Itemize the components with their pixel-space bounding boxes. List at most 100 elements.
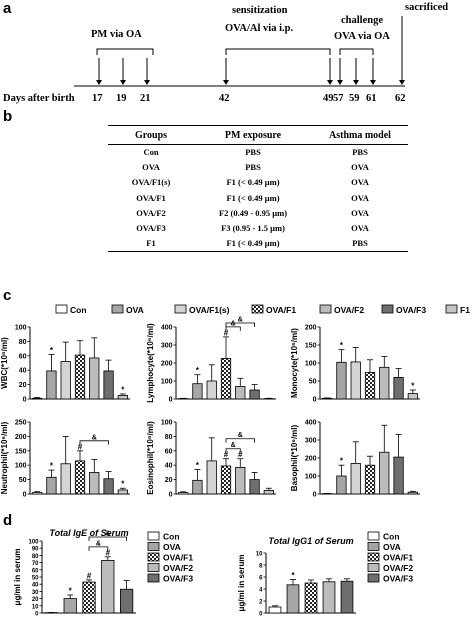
legend-label: Con (383, 532, 400, 542)
y-tick-label: 0 (169, 397, 173, 404)
bar (206, 380, 217, 400)
bar (117, 489, 128, 495)
day-label: 57 (333, 93, 344, 104)
chart-7: 0 2 4 6 8 10 μg/ml in serum Total IgG1 of Serum… (237, 536, 356, 618)
bar (32, 397, 43, 400)
bar (249, 389, 260, 400)
legend-swatch (381, 304, 394, 314)
bar (74, 354, 86, 400)
bar (235, 466, 246, 495)
bracket-marker: & (238, 317, 243, 324)
y-tick-label: 20 (165, 477, 173, 484)
bar (82, 581, 96, 614)
y-axis-label: Eosinophil(*10⁶/ml) (146, 421, 155, 495)
day-label: 59 (349, 93, 360, 104)
y-tick-label: 100 (161, 379, 173, 386)
timeline-axis-label: Days after birth (3, 93, 75, 104)
bar (235, 385, 246, 400)
bar (249, 479, 260, 495)
panel-letter-d: d (3, 512, 13, 529)
y-tick-label: 10 (256, 552, 263, 558)
panel-letter-c: c (3, 287, 12, 304)
bar (89, 357, 100, 400)
y-tick-label: 300 (305, 438, 317, 445)
comparison-bracket (88, 536, 127, 541)
y-tick-label: 10 (32, 604, 39, 610)
y-tick-label: 300 (161, 343, 173, 350)
table-row: Con PBS PBS (108, 145, 408, 161)
legend-label: OVA/F1 (383, 553, 413, 563)
bar (220, 465, 232, 495)
groups-table: Groups PM exposure Asthma model Con PBS PB… (108, 125, 408, 253)
table-cell: PBS (312, 236, 408, 253)
y-tick-label: 40 (19, 368, 27, 375)
day-label: 21 (140, 93, 151, 104)
panel-letter-b: b (3, 108, 13, 125)
legend-label: OVA/F3 (396, 305, 426, 315)
legend-swatch (147, 542, 160, 551)
y-tick-label: 80 (19, 339, 27, 346)
table-cell: F1 (108, 236, 194, 253)
y-tick-label: 100 (305, 361, 317, 368)
bar (220, 358, 232, 400)
chart-5: 0 100 200 300 400 Basophil(*10⁶/ml) * (290, 420, 420, 499)
table-header: Asthma model (312, 125, 408, 145)
bar (103, 478, 114, 495)
significance-marker: * (121, 385, 125, 394)
legend-label: Con (70, 305, 87, 315)
bracket-marker: & (96, 540, 101, 547)
table-row: OVA/F1(s) F1 (< 0.49 μm) OVA (108, 175, 408, 190)
table-row: OVA/F1 F1 (< 0.49 μm) OVA (108, 191, 408, 206)
bar (74, 460, 86, 495)
y-tick-label: 400 (161, 325, 173, 332)
bar (192, 479, 203, 495)
legend-label: OVA/F3 (383, 574, 413, 584)
legend-label: Con (163, 532, 180, 542)
table-cell: OVA (351, 223, 369, 234)
chart-0: 0 20 40 60 80 100 WBC(*10⁶/ml) * * (0, 325, 130, 404)
y-axis-label: Neutrophil(*10⁶/ml) (0, 421, 9, 494)
legend-label: OVA (383, 542, 401, 552)
chart-title: Total IgG1 of Serum (268, 536, 353, 546)
bar (119, 588, 134, 614)
day-label: 19 (116, 93, 127, 104)
table-row: OVA PBS OVA (108, 160, 408, 175)
table-cell: OVA (351, 177, 369, 188)
bar (393, 376, 404, 400)
legend-label: OVA/F2 (334, 305, 364, 315)
significance-marker: * (50, 346, 54, 355)
y-tick-label: 20 (32, 597, 39, 603)
bar (103, 370, 114, 400)
significance-marker: # (238, 450, 243, 459)
bracket-marker: & (105, 531, 110, 538)
comparison-bracket (225, 448, 241, 453)
timeline-challenge-label: challenge (341, 15, 383, 26)
legend-swatch (147, 531, 160, 541)
y-tick-label: 0 (313, 492, 317, 499)
timeline-diagram (74, 16, 405, 87)
y-tick-label: 4 (259, 588, 263, 594)
bar (379, 451, 390, 495)
table-cell: F2 (0.49 - 0.95 μm) (218, 207, 288, 218)
comparison-bracket (225, 438, 255, 443)
significance-marker: * (340, 341, 344, 350)
timeline-sensitization-route: OVA/Al via i.p. (225, 23, 294, 34)
comparison-bracket (225, 326, 241, 331)
bar (60, 463, 71, 495)
timeline-sacrificed-label: sacrificed (405, 2, 449, 13)
day-label: 62 (395, 93, 406, 104)
legend-label: OVA/F2 (383, 563, 413, 573)
bar (32, 492, 43, 495)
y-tick-label: 100 (15, 325, 27, 332)
significance-marker: * (50, 462, 54, 471)
bracket-marker: & (238, 432, 243, 439)
legend-label: OVA/F3 (163, 574, 193, 584)
y-tick-label: 2 (259, 600, 263, 606)
legend-swatch (319, 304, 332, 314)
y-tick-label: 0 (23, 492, 27, 499)
comparison-bracket (88, 546, 109, 551)
bar (393, 456, 404, 495)
bar (350, 462, 361, 495)
